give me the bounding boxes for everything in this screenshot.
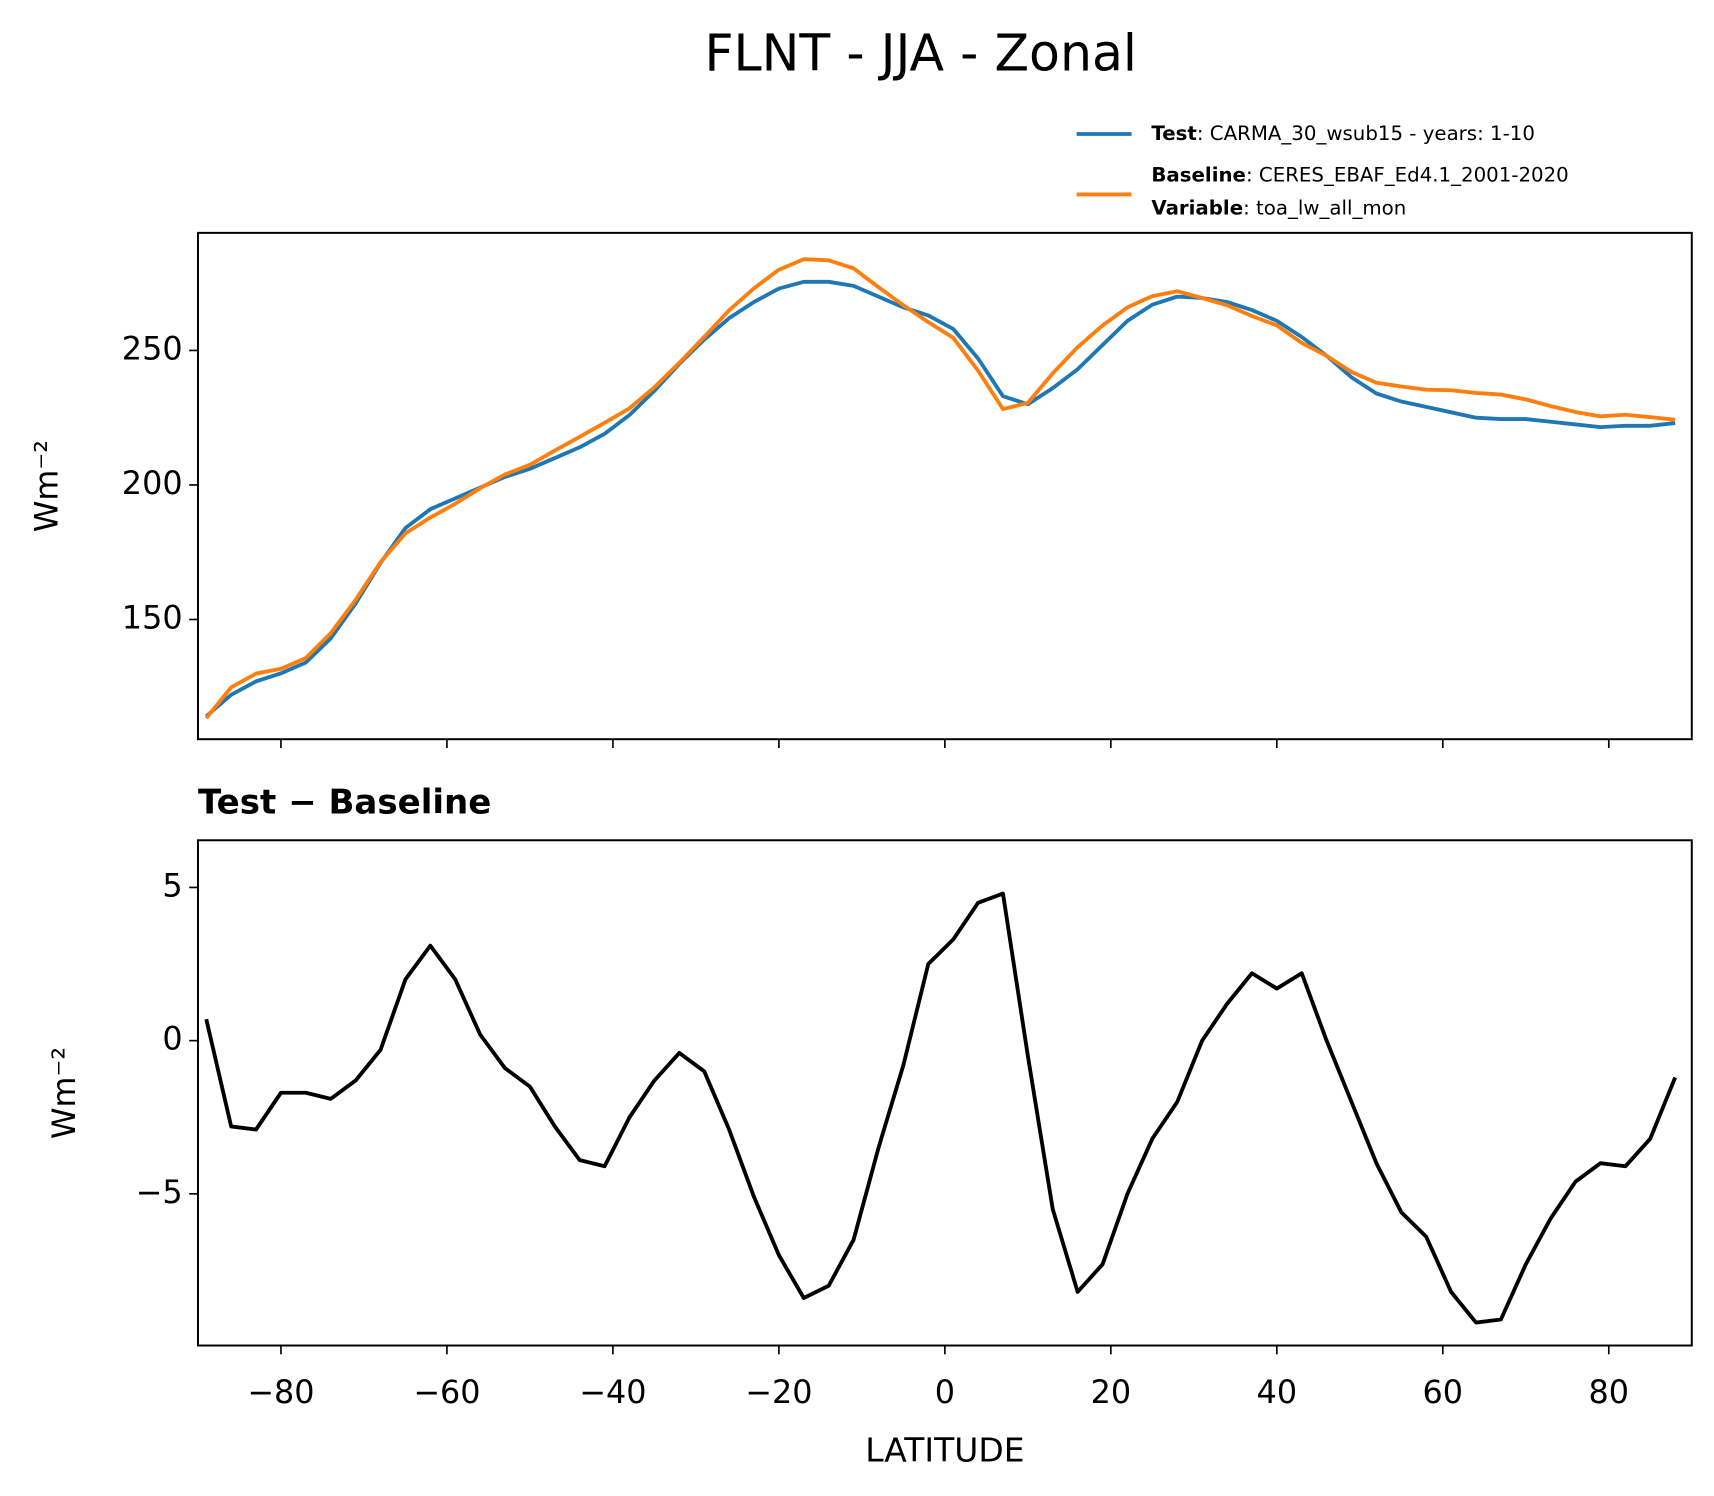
y-tick-label: 200 xyxy=(122,464,183,502)
legend-name: Test xyxy=(1151,122,1196,145)
legend-variable: Variable: toa_lw_all_mon xyxy=(1151,196,1406,219)
legend-name: Variable xyxy=(1151,196,1243,219)
x-tick-label: −40 xyxy=(579,1373,646,1411)
axes-frame xyxy=(196,231,1693,741)
figure-title: FLNT - JJA - Zonal xyxy=(704,24,1137,83)
legend-details: : toa_lw_all_mon xyxy=(1243,196,1406,219)
data-line xyxy=(205,279,1676,718)
data-line xyxy=(204,891,1677,1325)
subplot-title: Test − Baseline xyxy=(198,783,491,823)
y-axis-label: Wm⁻² xyxy=(45,1047,83,1139)
x-tick-label: 0 xyxy=(935,1373,955,1411)
y-tick-label: 5 xyxy=(162,866,182,904)
legend-label: Test: CARMA_30_wsub15 - years: 1-10 xyxy=(1151,122,1535,145)
legend-details: : CERES_EBAF_Ed4.1_2001-2020 xyxy=(1246,163,1569,186)
x-tick-label: 40 xyxy=(1257,1373,1298,1411)
y-tick-label: −5 xyxy=(136,1173,183,1211)
y-tick-label: 250 xyxy=(122,329,183,367)
axes-frame xyxy=(196,839,1693,1347)
legend-label: Baseline: CERES_EBAF_Ed4.1_2001-2020 xyxy=(1151,163,1568,186)
x-tick-label: 60 xyxy=(1423,1373,1464,1411)
x-tick-label: 20 xyxy=(1091,1373,1132,1411)
x-tick-label: −80 xyxy=(247,1373,314,1411)
legend-details: : CARMA_30_wsub15 - years: 1-10 xyxy=(1197,122,1535,145)
y-tick-label: 0 xyxy=(162,1020,182,1058)
data-line xyxy=(204,257,1676,720)
y-axis-label: Wm⁻² xyxy=(28,440,66,532)
x-tick-label: 80 xyxy=(1589,1373,1630,1411)
x-tick-label: −20 xyxy=(745,1373,812,1411)
legend-name: Baseline xyxy=(1151,163,1246,186)
x-tick-label: −60 xyxy=(413,1373,480,1411)
x-axis-label: LATITUDE xyxy=(865,1431,1024,1470)
y-tick-label: 150 xyxy=(122,598,183,636)
